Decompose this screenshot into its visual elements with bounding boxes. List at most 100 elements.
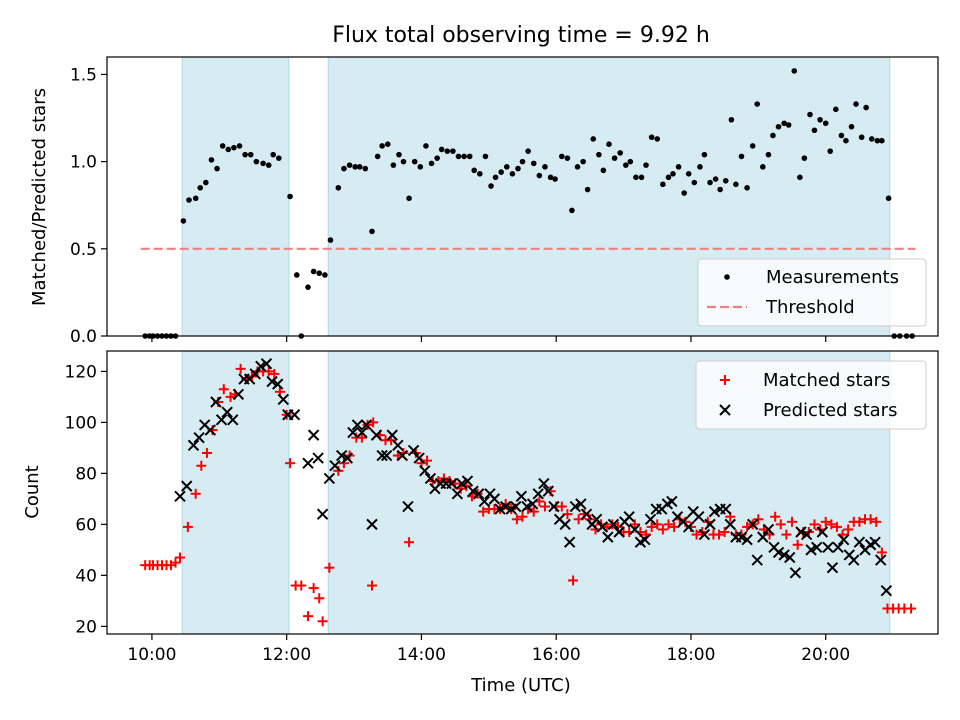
predicted-star-mark-b bbox=[271, 378, 284, 390]
measurement-point bbox=[843, 137, 849, 144]
predicted-star-mark-b bbox=[687, 505, 699, 518]
y-tick-label: 100 bbox=[65, 413, 97, 433]
matched-star-point bbox=[669, 521, 680, 532]
predicted-star-point bbox=[380, 449, 393, 462]
predicted-star-point bbox=[366, 518, 378, 531]
measurement-point bbox=[396, 151, 402, 158]
measurement-point bbox=[197, 184, 204, 191]
predicted-star-mark-b bbox=[757, 531, 769, 543]
matched-star-point bbox=[170, 557, 181, 568]
predicted-star-mark-b bbox=[837, 533, 850, 546]
measurement-point bbox=[310, 268, 317, 275]
y-tick-label: 1.0 bbox=[70, 153, 97, 173]
predicted-star-mark-b bbox=[210, 396, 222, 408]
measurement-point bbox=[797, 174, 803, 181]
matched-star-point bbox=[826, 519, 837, 530]
predicted-star-point bbox=[478, 495, 491, 508]
measurement-point bbox=[390, 162, 397, 168]
predicted-star-point bbox=[741, 533, 753, 546]
predicted-star-mark-b bbox=[644, 513, 657, 525]
measurement-point bbox=[569, 207, 575, 214]
predicted-star-mark-b bbox=[826, 562, 839, 574]
measurement-point bbox=[242, 151, 248, 158]
predicted-star-point bbox=[277, 393, 290, 406]
predicted-star-mark-b bbox=[488, 493, 501, 505]
matched-star-point bbox=[809, 519, 820, 530]
measurement-point bbox=[611, 155, 618, 161]
measurement-point bbox=[362, 165, 369, 172]
measurements-points bbox=[142, 68, 915, 339]
predicted-star-mark-b bbox=[602, 531, 614, 543]
measurement-point bbox=[785, 122, 792, 128]
predicted-star-mark-b bbox=[580, 508, 593, 520]
measurement-point bbox=[461, 153, 467, 160]
measurement-point bbox=[327, 237, 334, 243]
predicted-star-mark-b bbox=[288, 409, 301, 421]
predicted-star-point bbox=[376, 449, 388, 462]
predicted-star-mark-b bbox=[392, 439, 404, 452]
matched-star-point bbox=[303, 611, 314, 622]
predicted-star-mark-b bbox=[370, 429, 383, 441]
matched-star-point bbox=[196, 460, 207, 471]
measurement-point bbox=[744, 184, 750, 191]
measurement-point bbox=[530, 160, 537, 167]
measurement-point bbox=[701, 151, 708, 158]
predicted-star-mark-b bbox=[778, 549, 790, 561]
predicted-star-point bbox=[472, 488, 485, 500]
predicted-star-mark-b bbox=[747, 518, 759, 531]
predicted-star-mark-b bbox=[316, 508, 329, 520]
measurement-point bbox=[438, 146, 445, 153]
legend-box bbox=[697, 258, 927, 327]
predicted-star-mark-b bbox=[232, 388, 245, 401]
matched-star-point bbox=[528, 506, 539, 517]
predicted-star-point bbox=[451, 488, 464, 500]
measurement-point bbox=[643, 162, 649, 168]
predicted-star-point bbox=[271, 378, 284, 390]
predicted-star-mark-b bbox=[526, 498, 539, 510]
predicted-star-point bbox=[590, 513, 603, 525]
predicted-star-mark-b bbox=[419, 465, 431, 477]
predicted-star-point bbox=[181, 480, 193, 492]
predicted-star-point bbox=[800, 528, 813, 541]
predicted-star-point bbox=[351, 419, 364, 431]
measurement-point bbox=[781, 120, 787, 127]
legend-measurements-label: Measurements bbox=[766, 267, 899, 288]
predicted-star-point bbox=[461, 475, 474, 487]
predicted-star-point bbox=[682, 521, 695, 533]
measurement-point bbox=[374, 153, 381, 160]
bottom-xlabel: Time (UTC) bbox=[470, 675, 571, 696]
measurement-point bbox=[552, 176, 558, 182]
measurement-point bbox=[685, 171, 692, 177]
matched-star-point bbox=[356, 432, 367, 443]
matched-star-point bbox=[317, 616, 328, 627]
predicted-star-point bbox=[329, 460, 341, 472]
predicted-star-point bbox=[249, 368, 261, 380]
predicted-star-mark-b bbox=[553, 513, 566, 525]
measurement-point bbox=[471, 167, 478, 174]
measurement-point bbox=[417, 164, 424, 170]
predicted-star-mark-b bbox=[376, 449, 388, 462]
predicted-star-point bbox=[204, 424, 217, 436]
predicted-star-mark-b bbox=[181, 480, 193, 492]
matched-star-point bbox=[511, 514, 522, 525]
predicted-star-point bbox=[795, 526, 807, 538]
predicted-star-mark-b bbox=[478, 495, 491, 508]
measurement-point bbox=[733, 181, 739, 188]
predicted-star-mark-b bbox=[805, 544, 817, 556]
predicted-star-point bbox=[232, 388, 245, 401]
y-tick-label: 60 bbox=[75, 515, 97, 535]
predicted-star-point bbox=[174, 490, 186, 503]
predicted-star-mark-b bbox=[800, 528, 813, 541]
measurement-point bbox=[822, 120, 829, 127]
predicted-star-mark-b bbox=[494, 503, 506, 515]
predicted-star-mark-b bbox=[356, 426, 368, 439]
matched-star-point bbox=[182, 521, 193, 532]
predicted-star-point bbox=[629, 523, 641, 536]
x-tick-label: 10:00 bbox=[127, 645, 176, 665]
predicted-star-mark-b bbox=[249, 368, 261, 380]
predicted-star-point bbox=[607, 518, 620, 531]
predicted-star-point bbox=[424, 472, 437, 485]
predicted-star-mark-b bbox=[255, 360, 267, 373]
predicted-star-point bbox=[288, 409, 301, 421]
predicted-star-point bbox=[302, 457, 314, 469]
